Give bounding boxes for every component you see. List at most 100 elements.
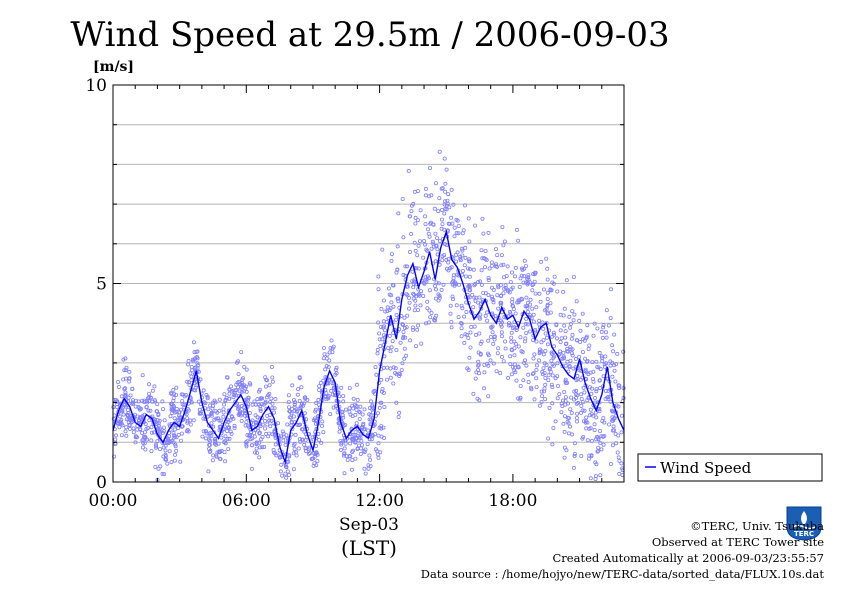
sample-point — [486, 277, 491, 282]
sample-point — [533, 270, 538, 275]
sample-point — [173, 444, 178, 449]
sample-point — [217, 397, 222, 402]
sample-point — [566, 349, 571, 354]
sample-point — [188, 371, 193, 376]
sample-point — [555, 361, 560, 366]
sample-point — [244, 389, 249, 394]
sample-point — [396, 211, 401, 216]
sample-point — [588, 407, 593, 412]
sample-point — [218, 418, 223, 423]
sample-point — [162, 472, 167, 477]
sample-point — [563, 335, 568, 340]
sample-point — [419, 341, 424, 346]
sample-point — [459, 334, 464, 339]
sample-point — [368, 399, 373, 404]
sample-point — [423, 242, 428, 247]
sample-point — [427, 165, 432, 170]
sample-point — [370, 433, 375, 438]
sample-point — [263, 375, 268, 380]
sample-point — [498, 371, 503, 376]
sample-point — [585, 359, 590, 364]
sample-point — [295, 392, 300, 397]
sample-point — [127, 426, 132, 431]
sample-point — [585, 438, 590, 443]
sample-point — [307, 445, 312, 450]
sample-point — [394, 347, 399, 352]
sample-point — [377, 337, 382, 342]
sample-point — [503, 346, 508, 351]
sample-point — [228, 384, 233, 389]
sample-point — [162, 418, 167, 423]
sample-point — [546, 373, 551, 378]
sample-point — [296, 387, 301, 392]
sample-point — [467, 355, 472, 360]
sample-point — [538, 299, 543, 304]
sample-point — [133, 434, 138, 439]
sample-point — [509, 335, 514, 340]
sample-point — [169, 401, 174, 406]
sample-point — [473, 281, 478, 286]
sample-point — [270, 379, 275, 384]
sample-point — [443, 206, 448, 211]
sample-point — [230, 415, 235, 420]
sample-point — [354, 421, 359, 426]
sample-point — [607, 422, 612, 427]
sample-point — [340, 413, 345, 418]
sample-point — [225, 375, 230, 380]
sample-point — [509, 347, 514, 352]
sample-point — [601, 325, 606, 330]
scatter-points — [111, 149, 626, 482]
sample-point — [552, 354, 557, 359]
sample-point — [555, 396, 560, 401]
sample-point — [161, 429, 166, 434]
sample-point — [143, 447, 148, 452]
sample-point — [600, 359, 605, 364]
sample-point — [543, 376, 548, 381]
sample-point — [285, 422, 290, 427]
sample-point — [221, 407, 226, 412]
sample-point — [418, 303, 423, 308]
sample-point — [594, 387, 599, 392]
sample-point — [362, 449, 367, 454]
sample-point — [523, 358, 528, 363]
sample-point — [450, 221, 455, 226]
sample-point — [194, 349, 199, 354]
sample-point — [163, 454, 168, 459]
sample-point — [337, 425, 342, 430]
sample-point — [508, 361, 513, 366]
sample-point — [530, 371, 535, 376]
sample-point — [270, 401, 275, 406]
sample-point — [416, 292, 421, 297]
sample-point — [433, 259, 438, 264]
sample-point — [283, 442, 288, 447]
sample-point — [498, 300, 503, 305]
sample-point — [225, 429, 230, 434]
sample-point — [598, 440, 603, 445]
sample-point — [185, 362, 190, 367]
sample-point — [596, 435, 601, 440]
sample-point — [174, 392, 179, 397]
sample-point — [531, 312, 536, 317]
chart-title: Wind Speed at 29.5m / 2006-09-03 — [70, 15, 669, 55]
sample-point — [610, 343, 615, 348]
sample-point — [572, 441, 577, 446]
sample-point — [227, 409, 232, 414]
sample-point — [411, 282, 416, 287]
sample-point — [476, 279, 481, 284]
sample-point — [541, 352, 546, 357]
sample-point — [286, 472, 291, 477]
sample-point — [486, 353, 491, 358]
sample-point — [363, 427, 368, 432]
sample-point — [434, 280, 439, 285]
sample-point — [360, 412, 365, 417]
sample-point — [122, 386, 127, 391]
sample-point — [414, 266, 419, 271]
sample-point — [145, 437, 150, 442]
sample-point — [532, 352, 537, 357]
sample-point — [355, 446, 360, 451]
sample-point — [506, 321, 511, 326]
sample-point — [498, 283, 503, 288]
sample-point — [188, 418, 193, 423]
sample-point — [149, 425, 154, 430]
sample-point — [439, 287, 444, 292]
